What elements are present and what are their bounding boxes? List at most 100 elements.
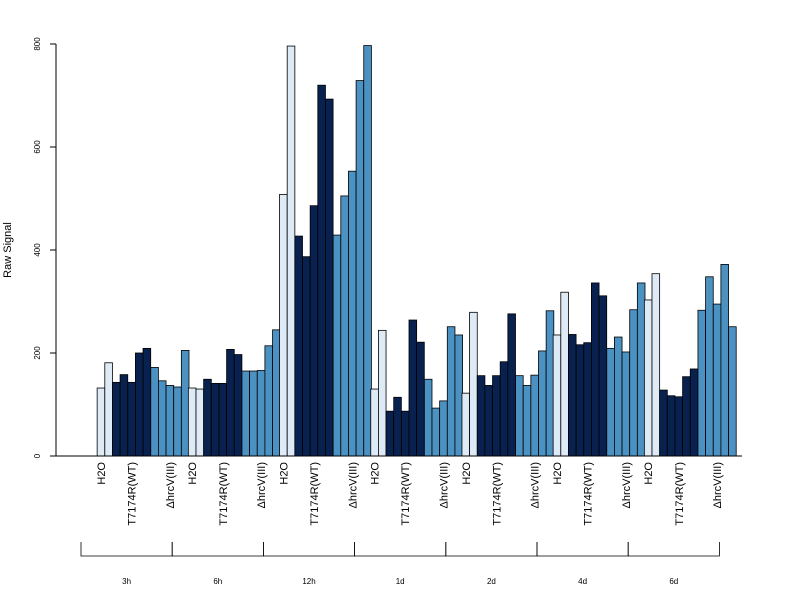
bar xyxy=(363,45,372,457)
bar xyxy=(195,388,205,457)
bar xyxy=(119,374,129,457)
bar xyxy=(545,310,555,457)
time-point-bracket xyxy=(354,542,447,557)
y-tick-label: 400 xyxy=(33,243,42,257)
bar xyxy=(180,350,190,457)
treatment-label: H2O xyxy=(552,462,564,485)
bar xyxy=(385,410,395,457)
treatment-label: T7174R(WT) xyxy=(583,462,595,526)
y-axis: 0 200 400 600 800 xyxy=(33,37,57,458)
time-point-label: 1d xyxy=(396,577,405,586)
bar xyxy=(720,264,729,457)
bar xyxy=(416,341,425,457)
bar xyxy=(400,410,410,457)
bar xyxy=(294,235,303,457)
y-tick-label: 200 xyxy=(33,346,42,360)
bar xyxy=(187,387,197,457)
bar xyxy=(484,385,493,457)
bar xyxy=(233,354,243,457)
bar xyxy=(173,386,182,457)
bar xyxy=(591,282,600,457)
bar xyxy=(272,329,281,457)
time-point-bracket xyxy=(80,542,173,557)
bar xyxy=(598,295,608,457)
bar xyxy=(393,396,402,457)
bar xyxy=(507,313,516,457)
treatment-label: H2O xyxy=(187,462,199,485)
bar xyxy=(682,376,691,457)
bar xyxy=(370,388,379,457)
treatment-label: T7174R(WT) xyxy=(309,462,321,526)
bar xyxy=(712,303,722,457)
time-point-bracket xyxy=(263,542,355,557)
bar xyxy=(499,361,509,457)
y-tick-label: 800 xyxy=(33,37,42,51)
treatment-label: H2O xyxy=(96,462,108,485)
bar xyxy=(575,344,585,457)
bar xyxy=(423,378,433,457)
bar xyxy=(157,380,167,457)
bar xyxy=(659,389,668,457)
bar xyxy=(355,80,365,457)
bar xyxy=(636,282,646,457)
bar xyxy=(515,375,524,457)
bar xyxy=(689,368,699,457)
bar xyxy=(643,299,653,457)
treatment-label: H2O xyxy=(278,462,290,485)
bar xyxy=(522,385,532,457)
bar xyxy=(165,385,175,457)
bar xyxy=(96,387,106,457)
time-point-label: 12h xyxy=(302,577,315,586)
bar xyxy=(492,375,501,457)
treatment-label: H2O xyxy=(461,462,473,485)
bar xyxy=(142,347,152,457)
y-tick-label: 600 xyxy=(33,140,42,154)
bar xyxy=(348,170,357,457)
treatment-label: ΔhrcV(III) xyxy=(712,462,724,508)
bar xyxy=(279,193,288,457)
time-point-bracket xyxy=(171,542,264,557)
time-point-bracket xyxy=(536,542,629,557)
time-point-bracket xyxy=(627,542,720,557)
bar xyxy=(210,382,220,457)
bar xyxy=(530,374,539,457)
bar xyxy=(340,195,349,457)
treatment-label: ΔhrcV(III) xyxy=(438,462,450,508)
treatment-label: ΔhrcV(III) xyxy=(530,462,542,508)
bar xyxy=(249,370,258,457)
bar xyxy=(614,336,623,457)
bar xyxy=(309,205,319,457)
time-point-label: 6h xyxy=(213,577,222,586)
bar xyxy=(256,370,266,457)
treatment-label: ΔhrcV(III) xyxy=(347,462,359,508)
bar xyxy=(469,311,478,457)
bar xyxy=(226,348,235,457)
bar xyxy=(150,367,159,457)
bar xyxy=(325,98,334,457)
bar xyxy=(218,382,227,457)
treatment-labels: H2O T7174R(WT) ΔhrcV(III) H2O T7174R(WT) Δhrc… xyxy=(96,462,724,526)
bar xyxy=(241,370,250,457)
bar xyxy=(203,378,212,457)
bar xyxy=(538,350,547,457)
treatment-label: ΔhrcV(III) xyxy=(165,462,177,508)
bar xyxy=(705,276,714,457)
bar xyxy=(666,395,676,457)
bar xyxy=(134,352,144,457)
treatment-label: ΔhrcV(III) xyxy=(256,462,268,508)
time-point-label: 6d xyxy=(669,577,678,586)
bar xyxy=(552,334,562,457)
bar xyxy=(431,407,441,457)
bar xyxy=(629,309,638,457)
time-point-brackets: 3h 6h 12h 1d 2d 4d 6d xyxy=(80,542,720,586)
treatment-label: H2O xyxy=(370,462,382,485)
bar xyxy=(728,326,737,457)
bar xyxy=(408,319,418,457)
bar xyxy=(317,84,326,457)
time-point-label: 4d xyxy=(578,577,587,586)
bar xyxy=(583,342,592,457)
y-tick-label: 0 xyxy=(33,453,42,458)
bar xyxy=(332,234,342,457)
bar xyxy=(112,381,121,457)
